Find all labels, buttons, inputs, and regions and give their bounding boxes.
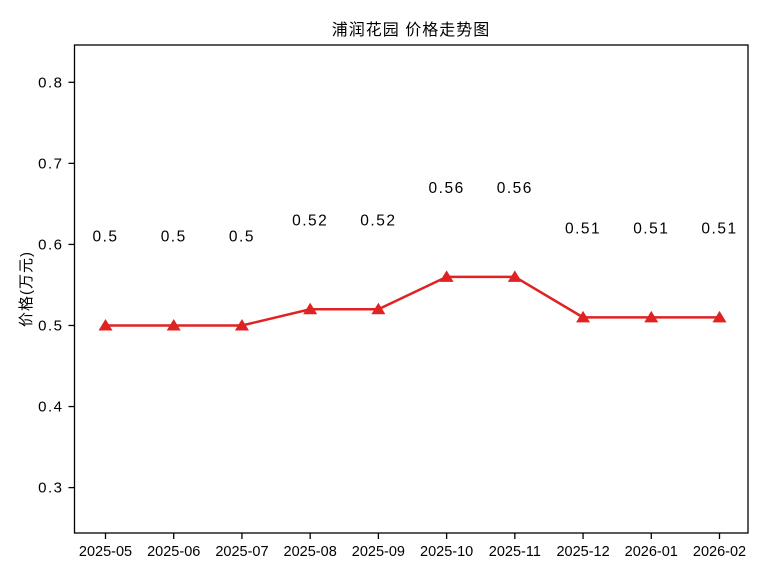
data-point-marker (576, 310, 591, 323)
x-tick-label: 2025-08 (284, 544, 337, 560)
x-tick-label: 2025-07 (215, 544, 268, 560)
data-point-marker (439, 270, 454, 282)
data-point-label: 0.5 (229, 228, 255, 245)
data-point-label: 0.56 (429, 180, 465, 197)
y-tick-label: 0.6 (38, 236, 63, 253)
y-tick-label: 0.8 (38, 74, 63, 91)
data-point-marker (644, 310, 659, 323)
plot-border (73, 44, 749, 534)
data-point-label: 0.5 (92, 228, 118, 245)
y-tick-label: 0.5 (38, 317, 63, 334)
data-point-marker (712, 310, 727, 323)
x-tick-label: 2025-11 (489, 544, 541, 560)
y-tick-label: 0.3 (38, 480, 63, 497)
x-tick-label: 2026-01 (625, 544, 678, 560)
data-point-marker (371, 302, 386, 315)
x-tick-label: 2025-10 (420, 544, 473, 560)
data-point-label: 0.52 (292, 212, 328, 229)
data-point-marker (234, 318, 249, 331)
data-point-marker (507, 270, 522, 282)
x-tick-label: 2025-05 (79, 544, 132, 560)
trend-line (104, 275, 721, 327)
data-point-label: 0.51 (565, 220, 601, 237)
data-point-marker (303, 302, 318, 315)
x-tick-label: 2025-06 (147, 544, 200, 560)
chart-title: 浦润花园 价格走势图 (331, 22, 491, 39)
x-tick-label: 2025-09 (352, 544, 405, 560)
y-tick-label: 0.4 (38, 399, 63, 416)
y-axis-label: 价格(万元) (18, 251, 35, 327)
data-point-label: 0.51 (633, 220, 669, 237)
data-point-marker (98, 318, 113, 331)
data-point-label: 0.56 (497, 180, 533, 197)
data-point-label: 0.52 (360, 212, 396, 229)
data-point-label: 0.5 (161, 228, 187, 245)
data-point-label: 0.51 (701, 220, 737, 237)
x-tick-label: 2026-02 (693, 544, 746, 560)
data-point-marker (166, 318, 181, 331)
y-tick-label: 0.7 (38, 155, 63, 172)
x-tick-label: 2025-12 (556, 544, 609, 560)
